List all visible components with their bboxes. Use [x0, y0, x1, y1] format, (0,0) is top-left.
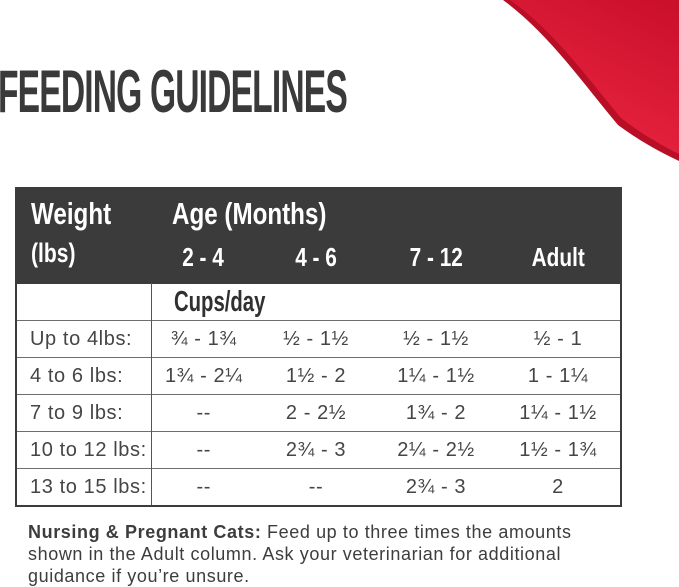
value-cell: 2¼ - 2½	[376, 431, 496, 469]
table-row: Up to 4lbs: ¾ - 1¾ ½ - 1½ ½ - 1½ ½ - 1	[16, 320, 622, 358]
value-cell: --	[151, 468, 256, 506]
value-cell: 2¾ - 3	[376, 468, 496, 506]
value-cell: 2 - 2½	[256, 394, 376, 432]
value-cell: --	[151, 394, 256, 432]
feeding-table-header: Weight (lbs) Age (Months) 2 - 4 4 - 6 7 …	[16, 188, 622, 284]
weight-cell: Up to 4lbs:	[16, 320, 152, 358]
value-cell: ¾ - 1¾	[151, 320, 256, 358]
table-row: 13 to 15 lbs: -- -- 2¾ - 3 2	[16, 468, 622, 506]
value-cell: 1½ - 2	[256, 357, 376, 395]
value-cell: --	[256, 468, 376, 506]
footnote-line-3: guidance if you’re unsure.	[28, 566, 250, 586]
weight-cell: 13 to 15 lbs:	[16, 468, 152, 506]
value-cell: ½ - 1	[496, 320, 622, 358]
value-cell: 1 - 1¼	[496, 357, 622, 395]
age-column-7-12: 7 - 12	[376, 240, 496, 284]
age-column-4-6: 4 - 6	[256, 240, 376, 284]
units-row: Cups/day	[16, 283, 622, 321]
table-row: 7 to 9 lbs: -- 2 - 2½ 1¾ - 2 1¼ - 1½	[16, 394, 622, 432]
units-label: Cups/day	[173, 285, 265, 318]
page-title: FEEDING GUIDELINES	[0, 58, 348, 125]
weight-unit-label: (lbs)	[31, 238, 76, 268]
age-column-adult: Adult	[496, 240, 622, 284]
value-cell: ½ - 1½	[256, 320, 376, 358]
nursing-pregnant-footnote: Nursing & Pregnant Cats: Feed up to thre…	[28, 521, 648, 587]
weight-cell: 7 to 9 lbs:	[16, 394, 152, 432]
age-months-header: Age (Months)	[151, 188, 622, 240]
footnote-line-2: shown in the Adult column. Ask your vete…	[28, 544, 562, 564]
value-cell: --	[151, 431, 256, 469]
value-cell: ½ - 1½	[376, 320, 496, 358]
weight-cell: 10 to 12 lbs:	[16, 431, 152, 469]
footnote-bold-label: Nursing & Pregnant Cats:	[28, 522, 262, 542]
footnote-line-1: Nursing & Pregnant Cats: Feed up to thre…	[28, 522, 572, 542]
age-column-2-4: 2 - 4	[151, 240, 256, 284]
value-cell: 1½ - 1¾	[496, 431, 622, 469]
table-row: 10 to 12 lbs: -- 2¾ - 3 2¼ - 2½ 1½ - 1¾	[16, 431, 622, 469]
feeding-table-body: Cups/day Up to 4lbs: ¾ - 1¾ ½ - 1½ ½ - 1…	[16, 283, 622, 506]
value-cell: 2	[496, 468, 622, 506]
weight-header-label: Weight	[31, 196, 112, 231]
value-cell: 2¾ - 3	[256, 431, 376, 469]
weight-column-header: Weight (lbs)	[16, 188, 151, 284]
units-cell: Cups/day	[151, 283, 622, 321]
table-row: 4 to 6 lbs: 1¾ - 2¼ 1½ - 2 1¼ - 1½ 1 - 1…	[16, 357, 622, 395]
weight-cell: 4 to 6 lbs:	[16, 357, 152, 395]
value-cell: 1¾ - 2¼	[151, 357, 256, 395]
value-cell: 1¼ - 1½	[496, 394, 622, 432]
value-cell: 1¾ - 2	[376, 394, 496, 432]
units-row-empty-cell	[16, 283, 152, 321]
value-cell: 1¼ - 1½	[376, 357, 496, 395]
feeding-table: Weight (lbs) Age (Months) 2 - 4 4 - 6 7 …	[15, 187, 623, 507]
